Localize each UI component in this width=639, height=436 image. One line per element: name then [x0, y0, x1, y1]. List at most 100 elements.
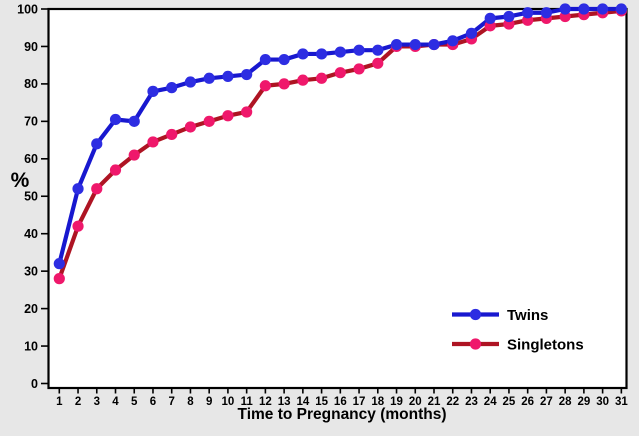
twins-marker	[540, 7, 553, 19]
twins-marker	[278, 53, 290, 66]
twins-marker	[409, 38, 421, 51]
x-tick-label: 2	[75, 396, 81, 408]
y-tick-label: 70	[24, 115, 38, 129]
twins-marker	[484, 12, 496, 24]
y-tick-label: 60	[24, 152, 38, 166]
twins-marker	[109, 113, 122, 126]
x-tick-label: 30	[596, 396, 609, 408]
x-tick-label: 11	[241, 396, 254, 408]
y-axis-title: %	[11, 169, 30, 192]
twins-marker	[597, 3, 609, 15]
y-tick-label: 90	[24, 40, 38, 54]
x-tick-label: 9	[206, 396, 212, 408]
x-tick-label: 25	[503, 396, 516, 408]
twins-marker	[222, 70, 234, 83]
twins-marker	[372, 44, 384, 56]
singletons-marker	[109, 164, 122, 176]
twins-marker	[72, 183, 84, 195]
x-tick-label: 22	[446, 396, 459, 408]
twins-marker	[297, 48, 309, 60]
twins-marker	[91, 138, 103, 150]
singletons-marker	[203, 115, 215, 127]
x-tick-label: 23	[465, 396, 478, 408]
y-tick-label: 0	[31, 377, 38, 391]
y-tick-label: 100	[17, 2, 38, 16]
legend: Twins Singletons	[452, 307, 584, 354]
x-tick-label: 7	[169, 396, 175, 408]
twins-marker	[315, 48, 328, 60]
x-tick-label: 14	[296, 396, 309, 408]
singletons-marker	[315, 72, 328, 84]
twins-marker	[203, 72, 215, 84]
x-tick-label: 3	[94, 396, 100, 408]
x-axis: 1 2 3 4 5 6 7 8 9 10 11 12 13 14 15 16 17 18 19 20 21 22 23 24 2…	[56, 388, 628, 408]
series-layer	[53, 3, 627, 285]
twins-marker	[390, 38, 403, 51]
x-tick-label: 21	[428, 396, 441, 408]
twins-marker	[128, 115, 140, 127]
y-tick-label: 80	[24, 77, 38, 91]
legend-singletons-marker-swatch	[469, 338, 482, 350]
twins-marker	[353, 44, 365, 56]
legend-twins-label: Twins	[507, 307, 548, 324]
twins-marker	[166, 82, 178, 94]
twins-marker	[428, 38, 440, 51]
twins-marker	[447, 35, 459, 47]
x-tick-label: 5	[131, 396, 138, 408]
twins-marker	[465, 27, 478, 39]
singletons-marker	[297, 74, 309, 86]
legend-singletons-label: Singletons	[507, 337, 584, 354]
x-tick-label: 10	[222, 396, 235, 408]
twins-marker	[578, 3, 590, 15]
y-tick-label: 10	[24, 339, 38, 353]
twins-marker	[147, 85, 159, 97]
singletons-marker	[353, 63, 365, 75]
x-tick-label: 20	[409, 396, 422, 408]
x-tick-label: 15	[315, 396, 328, 408]
singletons-marker	[184, 121, 197, 133]
x-tick-label: 27	[540, 396, 553, 408]
y-tick-label: 50	[24, 190, 38, 204]
x-tick-label: 13	[278, 396, 291, 408]
x-tick-label: 19	[390, 396, 403, 408]
y-axis: 0 10 20 30 40 50 60 70 80 90 100	[17, 2, 49, 391]
singletons-marker	[222, 110, 234, 122]
twins-marker	[53, 258, 65, 270]
x-tick-label: 31	[615, 396, 628, 408]
y-tick-label: 30	[24, 264, 38, 278]
twins-marker	[559, 3, 571, 15]
y-tick-label: 40	[24, 227, 38, 241]
x-tick-label: 4	[112, 396, 119, 408]
x-tick-label: 17	[353, 396, 366, 408]
x-tick-label: 18	[371, 396, 384, 408]
singletons-marker	[53, 273, 65, 285]
x-tick-label: 28	[559, 396, 572, 408]
singletons-marker	[128, 149, 140, 161]
x-tick-label: 26	[521, 396, 534, 408]
x-tick-label: 6	[150, 396, 156, 408]
x-axis-title: Time to Pregnancy (months)	[238, 406, 447, 423]
singletons-marker	[147, 136, 159, 148]
x-tick-label: 16	[334, 396, 347, 408]
singletons-marker	[278, 78, 290, 90]
x-tick-label: 29	[577, 396, 590, 408]
twins-marker	[184, 76, 197, 88]
x-tick-label: 12	[259, 396, 272, 408]
x-tick-label: 8	[187, 396, 194, 408]
singletons-marker	[72, 220, 84, 232]
legend-twins-marker-swatch	[469, 308, 482, 321]
y-tick-label: 20	[24, 302, 38, 316]
x-tick-label: 1	[56, 396, 63, 408]
singletons-marker	[259, 80, 271, 92]
twins-marker	[241, 68, 253, 81]
singletons-marker	[91, 183, 103, 195]
singletons-marker	[166, 128, 178, 141]
twins-marker	[503, 10, 515, 23]
singletons-marker	[334, 67, 346, 79]
twins-marker	[334, 46, 346, 58]
singletons-marker	[241, 106, 253, 118]
twins-marker	[522, 7, 534, 19]
twins-marker	[259, 53, 271, 66]
